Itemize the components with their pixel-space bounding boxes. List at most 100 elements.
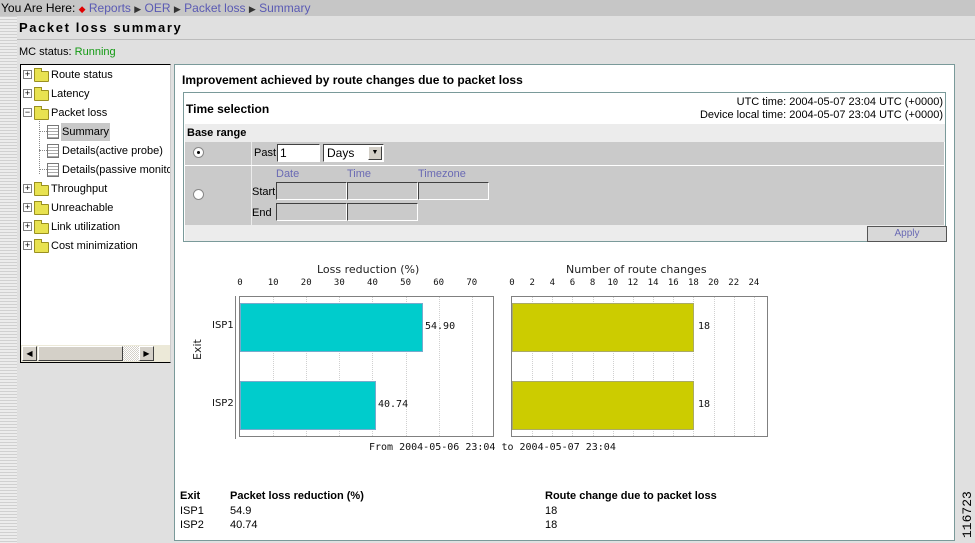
device-local-time: Device local time: 2004-05-07 23:04 UTC … [699, 109, 943, 121]
breadcrumb: You Are Here: ◆ Reports ▶ OER ▶ Packet l… [0, 0, 975, 16]
table-cell: ISP2 [180, 519, 204, 531]
bar-isp1-changes [512, 303, 694, 352]
table-cell: ISP1 [180, 505, 204, 517]
navigation-tree: + Route status + Latency − Packet loss S… [20, 64, 171, 363]
gridline [405, 297, 407, 436]
gridline [339, 297, 341, 436]
breadcrumb-oer[interactable]: OER [144, 1, 171, 15]
axis-tick: 2 [529, 278, 535, 288]
expand-icon[interactable]: + [23, 183, 32, 193]
tree-connector [39, 131, 47, 132]
gridline [693, 297, 695, 436]
horizontal-scrollbar[interactable]: ◀ ▶ [21, 345, 170, 362]
axis-tick: 24 [748, 278, 760, 288]
y-axis-line [235, 296, 236, 439]
gridline [733, 297, 735, 436]
table-header-loss-reduction: Packet loss reduction (%) [230, 490, 364, 502]
table-cell: 54.9 [230, 505, 252, 517]
tree-item-link-utilization[interactable]: + Link utilization [21, 218, 170, 236]
gridline [372, 297, 374, 436]
scrollbar-track[interactable] [123, 346, 139, 361]
page-title: Packet loss summary [19, 20, 183, 35]
folder-icon [34, 239, 49, 253]
past-value-input[interactable]: 1 [277, 144, 320, 162]
value-label: 18 [698, 321, 711, 332]
gridline [306, 297, 308, 436]
axis-tick: 6 [569, 278, 576, 288]
expand-icon[interactable]: + [23, 88, 32, 98]
axis-tick: 20 [708, 278, 719, 288]
axis-tick: 18 [687, 278, 699, 288]
unit-select[interactable]: Days ▼ [323, 144, 384, 162]
tree-item-latency[interactable]: + Latency [21, 85, 170, 103]
category-label-isp2: ISP2 [212, 398, 234, 409]
apply-button[interactable]: Apply [867, 226, 947, 242]
mc-status: MC status: Running [19, 46, 116, 58]
custom-range-radio[interactable] [193, 189, 204, 200]
start-timezone-input[interactable] [418, 182, 489, 200]
collapse-icon[interactable]: − [23, 107, 32, 117]
table-cell: 40.74 [230, 519, 258, 531]
column-divider [251, 166, 252, 225]
expand-icon[interactable]: + [23, 69, 32, 79]
expand-icon[interactable]: + [23, 221, 32, 231]
tree-item-details-passive-monitor[interactable]: Details(passive monito [21, 161, 170, 179]
axis-tick: 0 [509, 278, 515, 288]
scroll-right-button[interactable]: ▶ [139, 346, 154, 361]
start-time-input[interactable] [347, 182, 418, 200]
tree-item-route-status[interactable]: + Route status [21, 66, 170, 84]
scroll-left-button[interactable]: ◀ [22, 346, 37, 361]
tree-item-label: Summary [61, 123, 111, 141]
tree-item-label: Packet loss [51, 107, 108, 119]
date-column-header: Date [276, 168, 300, 180]
axis-tick: 10 [607, 278, 619, 288]
apply-row: Apply [185, 225, 947, 242]
gridline [438, 297, 440, 436]
tree-item-details-active-probe[interactable]: Details(active probe) [21, 142, 170, 160]
gridline [592, 297, 594, 436]
axis-tick: 8 [589, 278, 596, 288]
tree-item-throughput[interactable]: + Throughput [21, 180, 170, 198]
breadcrumb-packet-loss[interactable]: Packet loss [184, 1, 246, 15]
y-axis-label: Exit [191, 339, 204, 360]
chart-title-loss-reduction: Loss reduction (%) [317, 263, 420, 276]
breadcrumb-summary[interactable]: Summary [259, 1, 311, 15]
gridline [273, 297, 275, 436]
tree-item-packet-loss[interactable]: − Packet loss [21, 104, 170, 122]
tree-item-summary[interactable]: Summary [21, 123, 170, 141]
timezone-column-header: Timezone [418, 168, 466, 180]
expand-icon[interactable]: + [23, 202, 32, 212]
breadcrumb-reports[interactable]: Reports [88, 1, 131, 15]
tree-item-label: Latency [51, 88, 90, 100]
tree-item-label: Throughput [51, 183, 108, 195]
axis-tick: 20 [300, 278, 312, 288]
time-info: UTC time: 2004-05-07 23:04 UTC (+0000) D… [700, 96, 943, 122]
tree-item-cost-minimization[interactable]: + Cost minimization [21, 237, 170, 255]
section-heading: Improvement achieved by route changes du… [182, 73, 523, 87]
tree-item-unreachable[interactable]: + Unreachable [21, 199, 170, 217]
axis-tick: 60 [433, 278, 445, 288]
page-icon [47, 163, 59, 177]
start-date-input[interactable] [276, 182, 347, 200]
gridline [713, 297, 715, 436]
axis-tick: 22 [728, 278, 740, 288]
page-icon [47, 144, 59, 158]
axis-tick: 12 [627, 278, 639, 288]
scrollbar-thumb[interactable] [38, 346, 123, 361]
expand-icon[interactable]: + [23, 240, 32, 250]
column-divider [251, 142, 252, 165]
tree-connector [39, 150, 47, 151]
chart-title-route-changes: Number of route changes [566, 263, 707, 276]
tree-item-label: Link utilization [51, 221, 121, 233]
end-date-input[interactable] [276, 203, 347, 221]
main-panel: Improvement achieved by route changes du… [174, 64, 955, 541]
past-label: Past [254, 147, 277, 159]
diamond-icon: ◆ [78, 4, 86, 14]
axis-tick: 14 [647, 278, 659, 288]
past-range-radio[interactable] [193, 147, 204, 158]
left-stripe [0, 16, 17, 543]
value-label: 40.74 [378, 399, 409, 410]
end-time-input[interactable] [347, 203, 418, 221]
chevron-down-icon[interactable]: ▼ [368, 146, 382, 160]
breadcrumb-prefix: You Are Here: [1, 1, 76, 15]
